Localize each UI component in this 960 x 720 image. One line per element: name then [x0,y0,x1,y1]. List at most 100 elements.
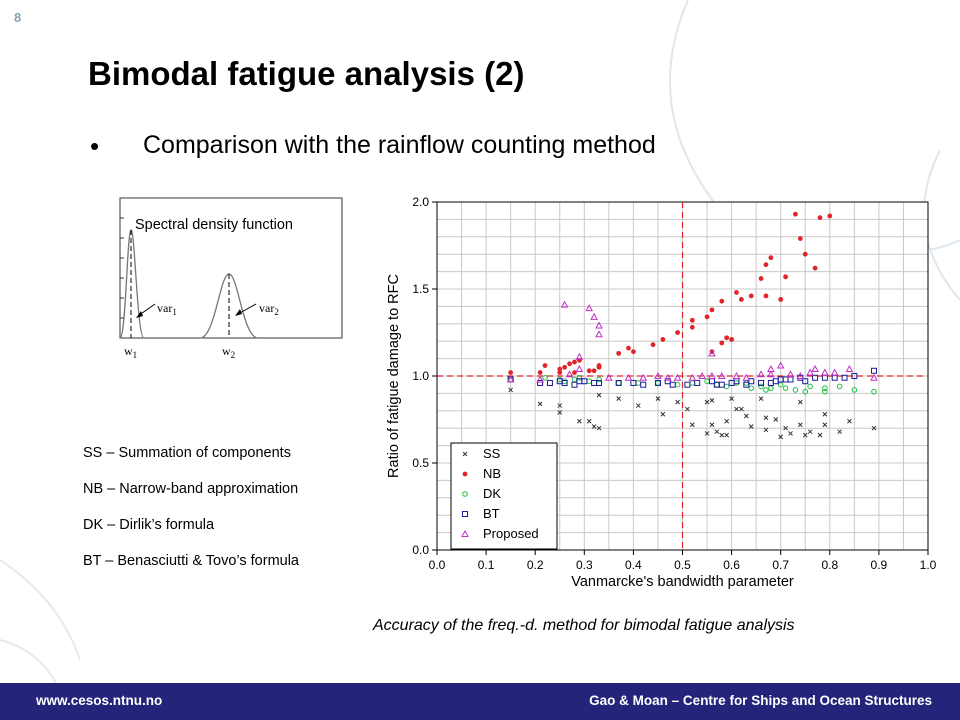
x-tick-label: 0.9 [871,558,888,572]
legend-box [450,442,558,550]
chart-points [506,211,878,440]
y-tick-label: 0.5 [412,456,429,470]
point-bt [537,379,544,386]
point-bt [694,379,701,386]
point-proposed [654,371,662,379]
footer-bar: www.cesos.ntnu.no Gao & Moan – Centre fo… [0,683,960,720]
var1-arrow-head [136,311,143,318]
point-ss [788,431,793,436]
point-proposed [830,368,839,376]
point-ss [847,418,852,424]
x-tick-label: 1.0 [920,558,937,572]
x-tick-label: 0.7 [772,558,789,572]
point-ss [807,429,813,435]
point-ss [797,422,803,428]
point-nb [557,370,563,375]
point-nb [508,370,514,375]
point-proposed [767,364,775,373]
point-dk [748,385,755,391]
point-dk [807,383,813,390]
point-dk [871,388,877,395]
point-ss [802,432,808,438]
spectrum-y-ticks [120,217,124,319]
point-nb [783,274,789,280]
var2-arrow-head [235,309,242,316]
point-nb [768,255,774,261]
point-ss [537,401,543,407]
point-ss [596,392,602,398]
point-nb [537,370,543,375]
point-nb [763,293,769,299]
point-proposed [870,373,878,381]
point-nb [660,337,666,342]
w2-label: w2 [222,344,235,360]
y-tick-label: 1.5 [412,282,429,296]
legend-label-dk: DK [483,486,501,501]
point-dk [822,388,828,395]
method-ss: SS – Summation of components [83,445,291,461]
point-nb [719,340,725,346]
point-bt [718,381,725,388]
footer-credit: Gao & Moan – Centre for Ships and Ocean … [589,693,932,708]
point-nb [567,361,572,367]
point-proposed [786,370,795,378]
point-nb [817,215,823,221]
point-nb [596,364,602,370]
point-ss [724,432,730,438]
point-dk [836,383,843,390]
point-bt [870,367,877,374]
point-ss [557,410,563,415]
legend-marker-nb [462,471,468,477]
point-dk [792,387,799,393]
point-bt [841,374,848,381]
var1-label: var1 [157,301,177,317]
point-ss [729,396,734,401]
point-nb [689,317,695,323]
point-ss [709,398,715,403]
point-dk [542,374,548,381]
bullet-text: Comparison with the rainflow counting me… [143,131,656,159]
y-tick-label: 0.0 [412,543,429,557]
point-proposed [639,373,648,381]
point-proposed [796,371,805,379]
point-nb [616,350,622,356]
legend-marker-dk [462,491,468,497]
point-nb [576,357,582,363]
point-ss [837,429,842,435]
x-tick-label: 0.5 [674,558,691,572]
point-proposed [767,370,775,378]
point-nb [572,359,577,365]
point-ss [689,422,695,428]
point-ss [591,424,597,429]
point-ss [748,424,754,429]
point-nb [562,364,568,370]
point-proposed [575,364,584,373]
point-nb [557,366,563,372]
point-nb [586,368,592,374]
var2-label: var2 [259,301,279,317]
x-tick-label: 0.3 [576,558,593,572]
x-tick-label: 0.1 [478,558,495,572]
point-ss [822,411,828,417]
legend-label-ss: SS [483,446,501,461]
point-proposed [595,330,603,338]
point-proposed [590,312,598,320]
point-nb [689,324,695,330]
point-bt [743,381,750,388]
footer-website-link[interactable]: www.cesos.ntnu.no [36,693,163,708]
point-ss [724,418,730,424]
y-tick-label: 1.0 [412,369,429,383]
point-nb [812,265,818,271]
point-ss [773,417,779,422]
x-tick-label: 0.2 [527,558,544,572]
x-tick-label: 0.0 [429,558,446,572]
point-proposed [688,373,697,381]
chart-legend: SS NB DK BT Proposed [450,442,558,550]
point-ss [655,396,661,401]
point-bt [802,378,809,385]
point-ss [586,418,592,424]
chart-reference-lines [437,202,928,550]
point-nb [802,251,808,257]
point-ss [660,411,666,417]
method-dk: DK – Dirlik’s formula [83,517,215,533]
